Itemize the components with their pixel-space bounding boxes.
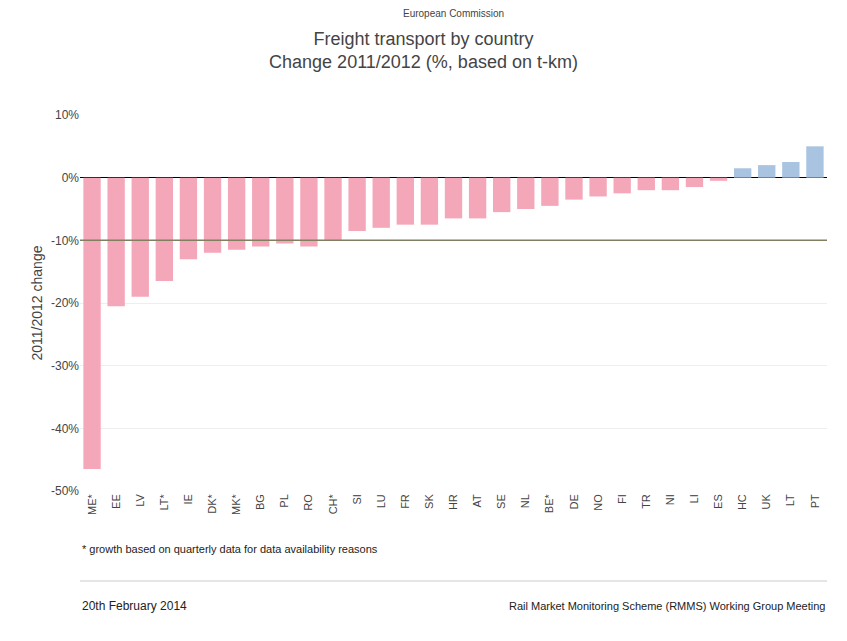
svg-text:BE*: BE* [543, 493, 555, 513]
svg-text:-30%: -30% [51, 359, 79, 373]
svg-text:European Commission: European Commission [403, 8, 504, 19]
svg-text:-50%: -50% [51, 484, 79, 498]
svg-text:AT: AT [471, 494, 483, 508]
svg-text:LT: LT [784, 494, 796, 506]
svg-text:0%: 0% [62, 171, 80, 185]
svg-text:UK: UK [760, 494, 772, 510]
svg-text:SK: SK [423, 494, 435, 509]
svg-text:2011/2012 change: 2011/2012 change [29, 245, 45, 360]
svg-text:-20%: -20% [51, 296, 79, 310]
svg-text:LV: LV [134, 494, 146, 507]
svg-text:DK*: DK* [206, 493, 218, 513]
svg-text:MK*: MK* [230, 493, 242, 515]
svg-text:Rail Market Monitoring Scheme: Rail Market Monitoring Scheme (RMMS) Wor… [509, 600, 825, 612]
svg-text:DE: DE [568, 494, 580, 509]
svg-text:EE: EE [110, 494, 122, 509]
svg-text:* growth based on quarterly da: * growth based on quarterly data for dat… [82, 543, 378, 555]
svg-text:TR: TR [640, 494, 652, 509]
svg-text:HC: HC [736, 494, 748, 510]
svg-text:IE: IE [182, 494, 194, 504]
svg-text:LT*: LT* [158, 493, 170, 510]
svg-text:NI: NI [664, 494, 676, 505]
svg-text:PL: PL [278, 494, 290, 507]
svg-text:SE: SE [495, 494, 507, 509]
svg-text:SI: SI [351, 494, 363, 504]
svg-text:PT: PT [809, 494, 821, 508]
svg-text:CH*: CH* [327, 493, 339, 514]
svg-text:RO: RO [302, 494, 314, 511]
svg-text:NL: NL [519, 494, 531, 508]
svg-text:NO: NO [592, 494, 604, 511]
svg-text:FI: FI [616, 494, 628, 504]
svg-text:Freight transport by countryCh: Freight transport by countryChange 2011/… [269, 29, 578, 72]
svg-text:10%: 10% [55, 108, 79, 122]
svg-text:BG: BG [254, 494, 266, 510]
svg-text:-10%: -10% [51, 234, 79, 248]
svg-text:-40%: -40% [51, 422, 79, 436]
svg-text:FR: FR [399, 494, 411, 509]
svg-text:ME*: ME* [86, 493, 98, 515]
svg-text:LI: LI [688, 494, 700, 503]
svg-text:LU: LU [375, 494, 387, 508]
svg-text:20th February 2014: 20th February 2014 [82, 599, 187, 613]
svg-text:ES: ES [712, 494, 724, 509]
svg-text:HR: HR [447, 494, 459, 510]
